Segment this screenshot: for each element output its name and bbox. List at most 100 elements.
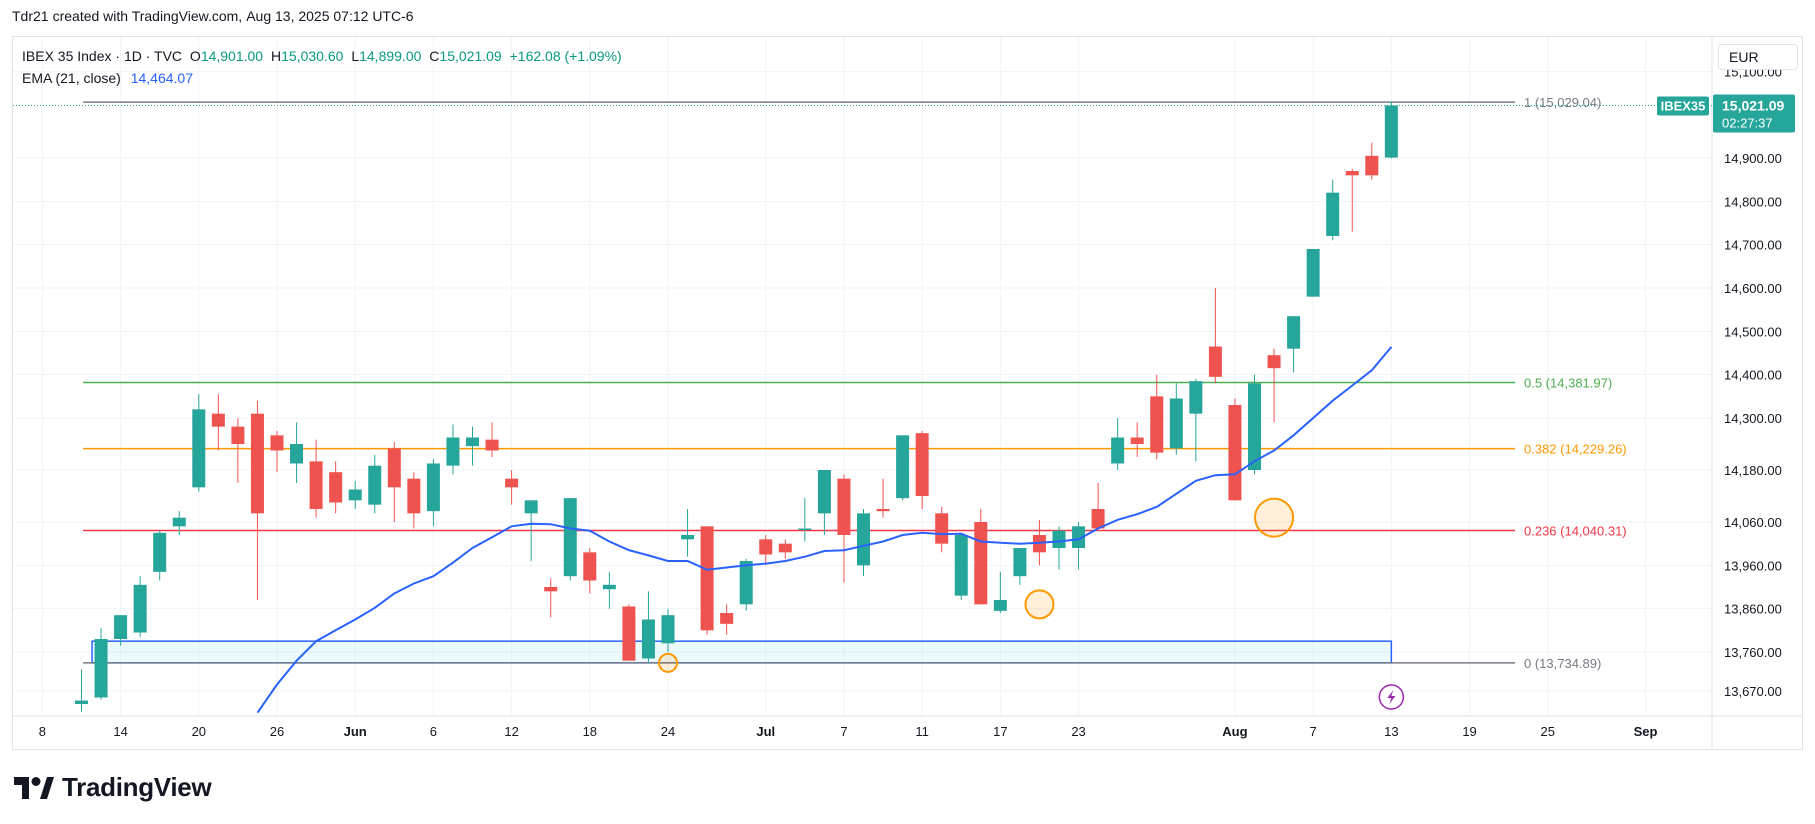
candle-body-up[interactable] [661,615,675,644]
candle-body-up[interactable] [153,532,167,572]
candle-body-down[interactable] [778,543,792,553]
candle-body-up[interactable] [1189,381,1203,414]
candle-body-down[interactable] [329,472,343,503]
candle-body-up[interactable] [94,639,108,698]
candle-body-down[interactable] [622,606,636,661]
price-axis-label: 14,900.00 [1724,151,1782,166]
candle-body-up[interactable] [466,437,479,447]
candle-body-down[interactable] [270,435,284,451]
candle-body-up[interactable] [857,513,870,566]
candle-body-down[interactable] [1150,396,1164,453]
candle-body-up[interactable] [446,437,460,466]
price-axis-label: 13,670.00 [1724,684,1782,699]
candle-body-down[interactable] [231,426,245,444]
candle-body-up[interactable] [993,600,1007,611]
time-axis-label: 12 [504,724,518,739]
candle-body-down[interactable] [759,539,773,555]
candle-body-down[interactable] [544,587,558,592]
highlight-circle-marker[interactable] [658,652,678,673]
price-axis-label: 14,060.00 [1724,515,1782,530]
high-value: 15,030.60 [281,48,344,64]
candle-body-down[interactable] [1091,509,1105,529]
candle-body-down[interactable] [485,439,499,451]
fib-level-label: 1 (15,029.04) [1524,95,1601,110]
candle-body-down[interactable] [309,461,323,509]
candle-body-up[interactable] [563,498,577,577]
time-axis-label: 25 [1541,724,1555,739]
time-axis-label: 24 [661,724,675,739]
change-value: +162.08 (+1.09%) [509,48,622,64]
ema-label[interactable]: EMA (21, close) [22,70,121,86]
candle-body-up[interactable] [1306,249,1320,297]
candle-body-down[interactable] [505,478,519,488]
time-axis-label: Sep [1634,724,1658,739]
candle-body-up[interactable] [290,444,304,464]
candle-body-down[interactable] [1267,355,1281,369]
candle-body-up[interactable] [1248,383,1261,470]
currency-selector[interactable]: EUR [1718,44,1798,70]
candle-body-up[interactable] [739,561,753,605]
candle-body-up[interactable] [1287,316,1301,349]
plot-area[interactable]: 1 (15,029.04) 0.5 (14,381.97) 0.382 (14,22… [13,95,1712,714]
candle-body-up[interactable] [954,535,968,596]
candle-body-up[interactable] [1013,548,1027,577]
candle-body-up[interactable] [896,435,910,499]
candle-body-down[interactable] [720,613,734,624]
support-zone-box[interactable] [91,640,1393,664]
time-axis-label: 19 [1462,724,1476,739]
candle-body-down[interactable] [974,522,988,605]
candle-body-down[interactable] [1345,171,1359,176]
candle-body-up[interactable] [368,465,382,505]
fib-level-label: 0.382 (14,229.26) [1524,442,1627,457]
candle-body-up[interactable] [1384,105,1398,158]
candle-body-up[interactable] [348,489,362,501]
candle-body-up[interactable] [602,584,616,590]
candle-body-down[interactable] [1228,405,1242,501]
ohlc-legend-row: IBEX 35 Index · 1D · TVC O14,901.00 H15,… [22,45,622,67]
time-axis-label: 8 [39,724,46,739]
candle-body-up[interactable] [1326,192,1340,236]
candle-body-up[interactable] [1111,437,1125,464]
chart-legend: IBEX 35 Index · 1D · TVC O14,901.00 H15,… [22,45,622,89]
ema-line[interactable] [256,346,1393,714]
candle-body-down[interactable] [700,526,714,631]
candle-body-up[interactable] [524,500,538,514]
time-axis-label: 7 [840,724,847,739]
candle-body-down[interactable] [1130,437,1144,445]
highlight-circle-marker[interactable] [1024,589,1055,620]
time-axis-label: 6 [430,724,437,739]
candle-body-down[interactable] [1365,155,1379,176]
candle-body-down[interactable] [915,433,929,496]
candle-body-up[interactable] [426,463,440,512]
candle-body-down[interactable] [407,478,421,514]
candle-body-up[interactable] [172,517,186,527]
candle-body-up[interactable] [641,619,655,659]
fib-level-label: 0 (13,734.89) [1524,656,1601,671]
candle-body-up[interactable] [1052,530,1066,548]
time-axis-label: 17 [993,724,1007,739]
candle-body-up[interactable] [681,535,695,540]
candle-body-up[interactable] [133,584,147,633]
candle-body-up[interactable] [817,470,831,514]
author-name: Tdr21 [12,8,49,24]
time-axis-label: 7 [1310,724,1317,739]
candle-body-down[interactable] [211,413,225,427]
candle-body-down[interactable] [876,509,890,512]
price-chart[interactable]: 13,670.00 13,760.00 13,860.00 13,960.00 14,0… [0,0,1815,760]
candle-body-up[interactable] [192,409,206,488]
candle-body-up[interactable] [1169,398,1183,449]
candle-body-up[interactable] [114,615,128,639]
candle-body-up[interactable] [798,528,812,531]
symbol-label[interactable]: IBEX 35 Index · 1D · TVC [22,48,183,64]
candle-body-down[interactable] [387,448,401,488]
fib-level-label: 0.236 (14,040.31) [1524,524,1627,539]
candle-body-down[interactable] [250,413,264,514]
price-axis-label: 14,700.00 [1724,238,1782,253]
candle-body-down[interactable] [1208,346,1222,377]
candle-body-up[interactable] [75,700,88,704]
candle-body-down[interactable] [837,478,851,535]
candle-body-down[interactable] [935,513,949,544]
highlight-circle-marker[interactable] [1254,497,1295,538]
candle-body-down[interactable] [583,552,597,581]
candle-body-up[interactable] [1072,526,1086,548]
